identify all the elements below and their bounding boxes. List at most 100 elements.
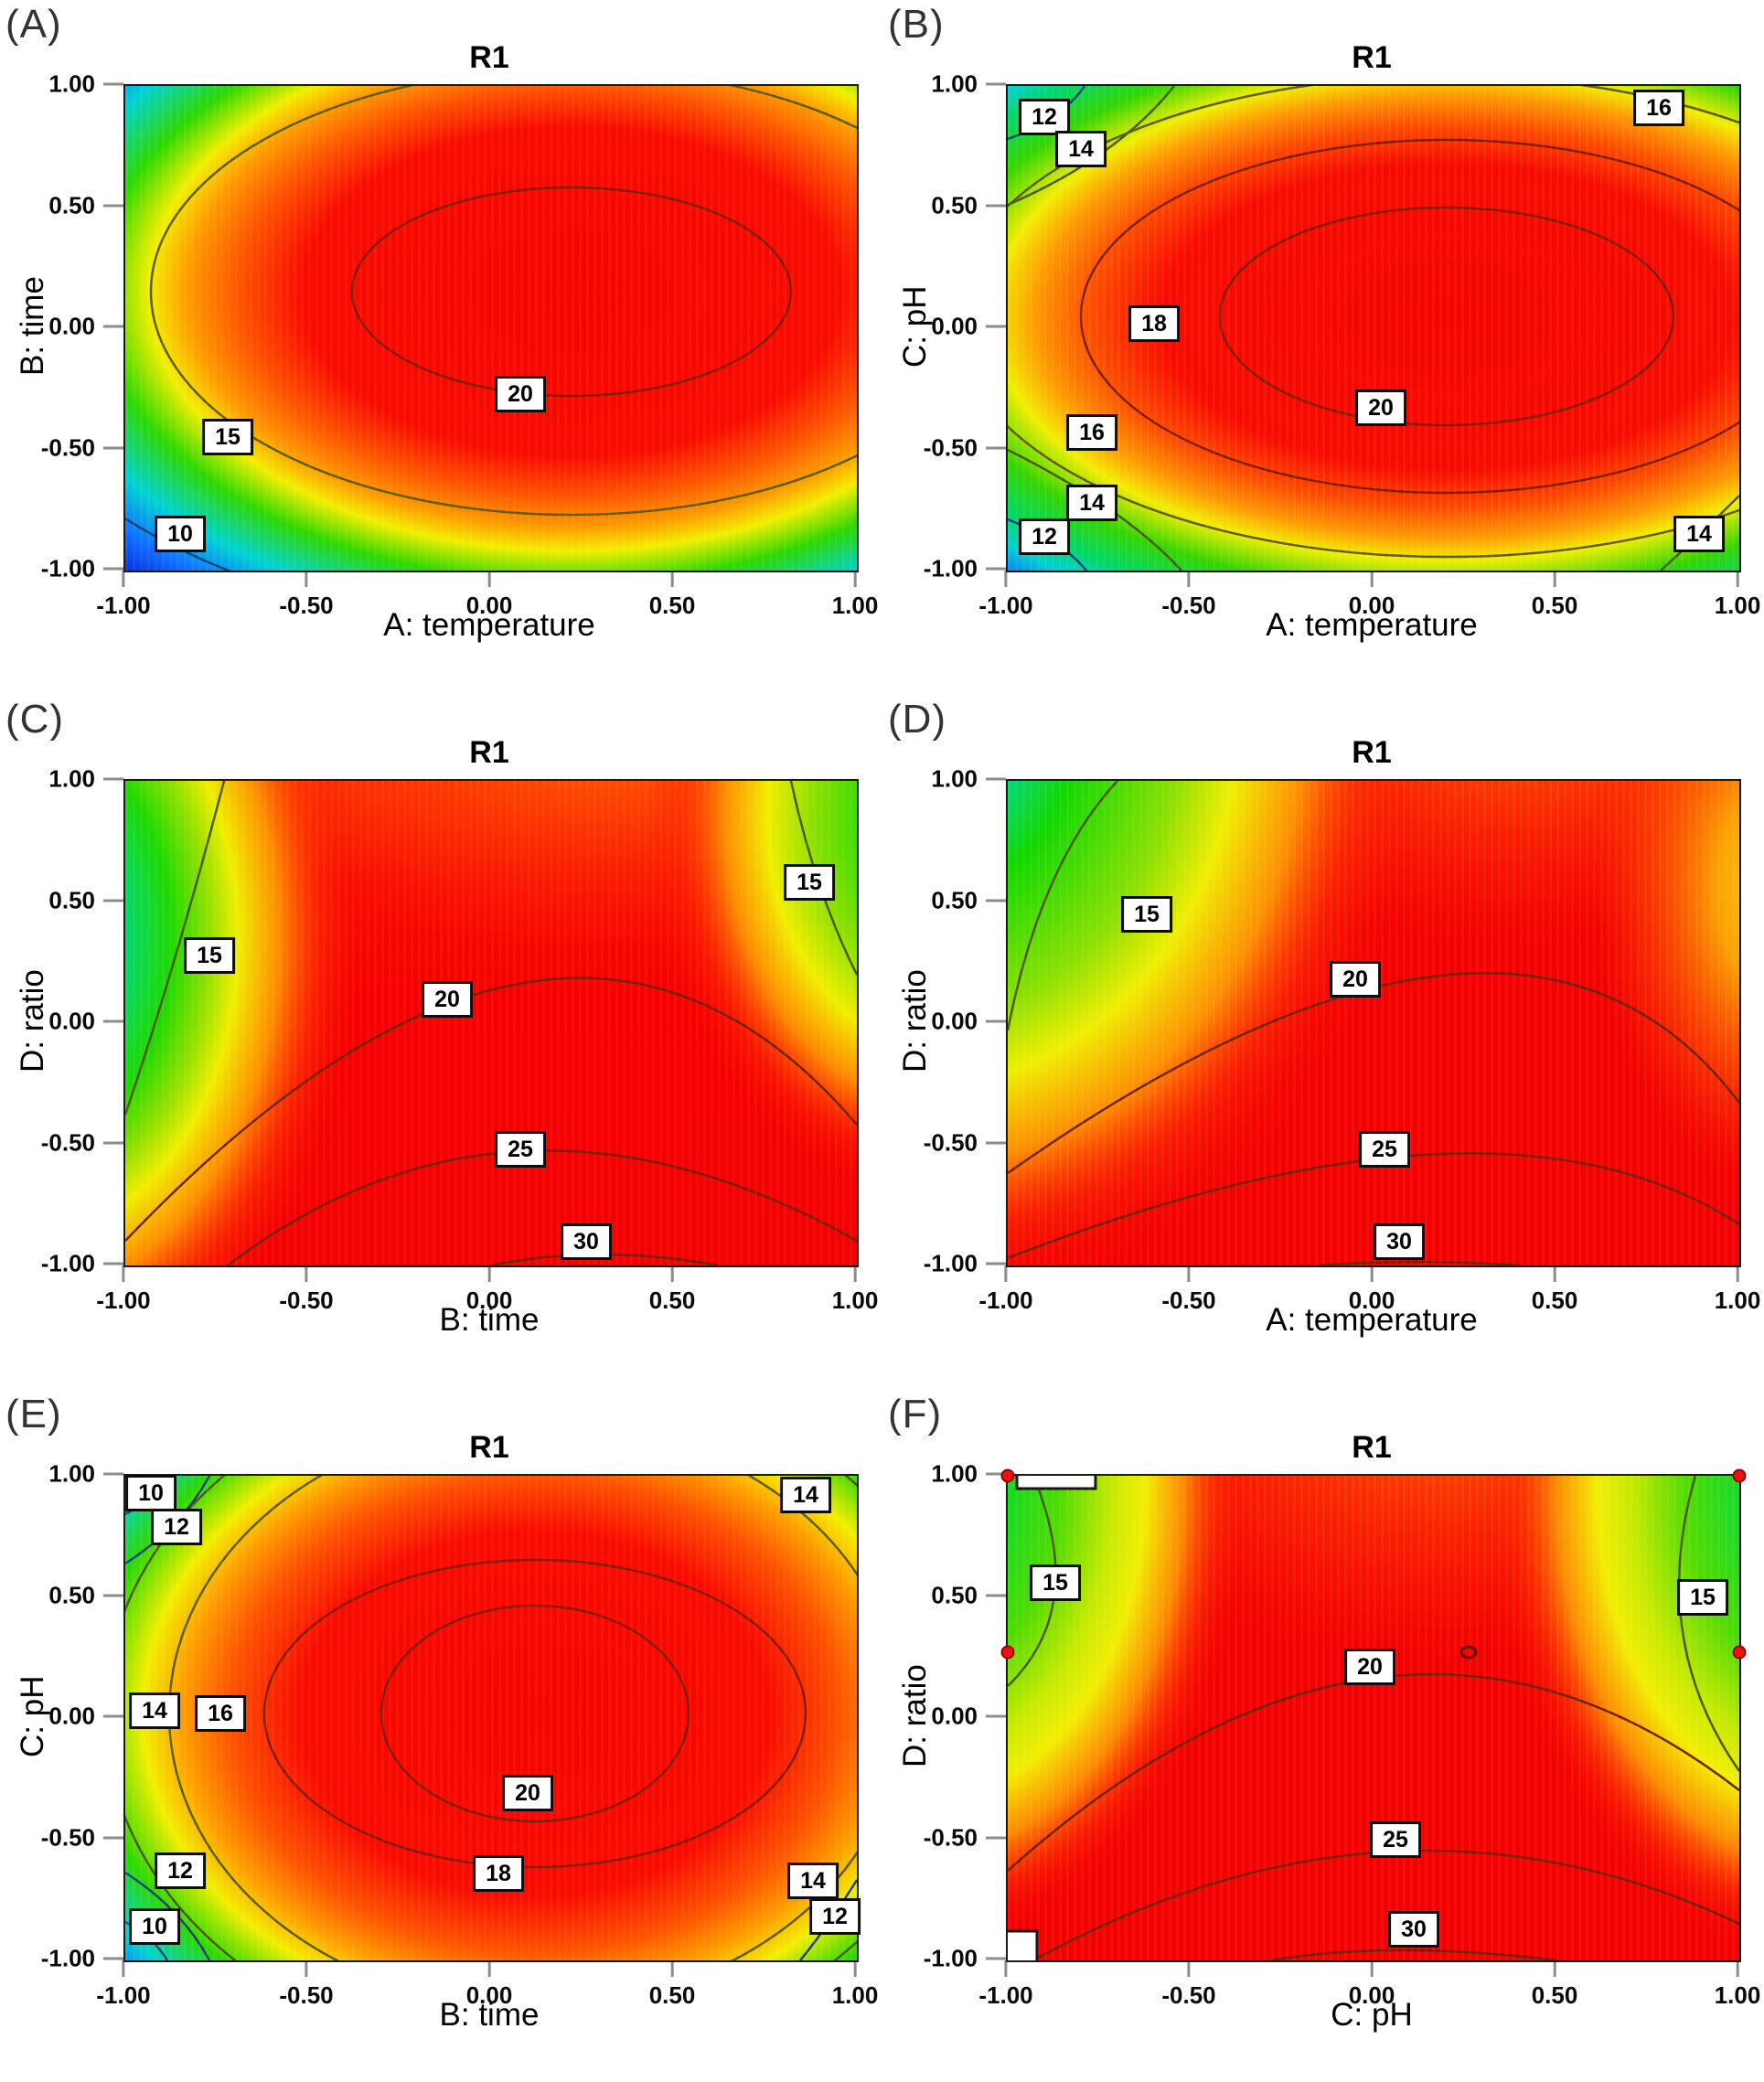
contour-label: 15 — [1121, 895, 1172, 933]
x-tick-label: 0.50 — [648, 1981, 696, 2009]
x-tick-label: -0.50 — [1161, 592, 1216, 619]
y-tick-label: -0.50 — [923, 1823, 978, 1851]
y-tick: 0.00 — [48, 1703, 123, 1731]
contour-label: 14 — [1066, 484, 1117, 521]
x-tick-label: 1.00 — [1714, 592, 1761, 619]
x-tick-label: 0.00 — [465, 592, 513, 619]
y-tick-label: 1.00 — [48, 764, 95, 793]
y-tick-label: 0.00 — [48, 312, 95, 340]
x-tick-label: 0.50 — [1531, 1981, 1578, 2009]
contour-label: 30 — [561, 1223, 612, 1260]
contour-label: 25 — [1359, 1130, 1410, 1168]
y-tick-label: -1.00 — [923, 1249, 978, 1277]
y-axis-ticks: 1.00 0.50 0.00 -0.50 -1.00 — [0, 70, 123, 582]
y-tick: 0.50 — [48, 191, 123, 219]
x-tick: -0.50 — [1161, 1265, 1215, 1315]
y-tick-label: -1.00 — [40, 1249, 95, 1277]
contour-field — [125, 1476, 857, 1960]
panel-letter: (B) — [888, 2, 945, 47]
x-tick-label: 0.50 — [648, 1287, 696, 1314]
x-tick: -0.50 — [279, 571, 333, 620]
x-tick-label: -0.50 — [279, 1287, 334, 1314]
x-tick: 0.50 — [649, 1960, 696, 2010]
x-tick: 1.00 — [1715, 1265, 1761, 1315]
contour-field — [1008, 1476, 1739, 1960]
contour-labels-layer: 12 14 16 18 20 16 14 12 14 — [1008, 86, 1739, 571]
y-tick: -0.50 — [41, 1128, 123, 1157]
y-tick: 0.50 — [931, 191, 1006, 219]
y-tick: 1.00 — [931, 1460, 1006, 1489]
contour-label: 16 — [1633, 89, 1684, 126]
panel-letter: (A) — [5, 2, 62, 47]
y-tick: 1.00 — [931, 70, 1006, 99]
y-tick: -0.50 — [924, 433, 1006, 462]
x-tick: 0.50 — [1532, 571, 1578, 620]
y-tick: 0.00 — [48, 1008, 123, 1036]
y-tick-label: -1.00 — [40, 1944, 95, 1972]
contour-label: 20 — [1344, 1649, 1395, 1686]
contour-plot-area: 10 12 14 14 16 20 18 12 10 14 12 — [123, 1474, 861, 1962]
panel-a: (A) R1 B: time A: temperature 1.00 0.50 0.… — [0, 0, 882, 694]
x-tick: -1.00 — [978, 571, 1032, 620]
y-tick: -0.50 — [41, 433, 123, 462]
x-tick-label: 1.00 — [1714, 1981, 1761, 2009]
x-axis-ticks: -1.00 -0.50 0.00 0.50 1.00 — [96, 1265, 878, 1329]
y-tick: 0.00 — [931, 1008, 1006, 1036]
y-tick: -0.50 — [924, 1823, 1006, 1852]
y-tick: 1.00 — [48, 70, 123, 99]
y-axis-ticks: 1.00 0.50 0.00 -0.50 -1.00 — [0, 1460, 123, 1972]
panel-d: (D) R1 D: ratio A: temperature 1.00 0.50 0… — [882, 695, 1764, 1389]
y-tick-label: 0.00 — [931, 1007, 978, 1035]
y-tick-label: 0.50 — [931, 886, 978, 913]
contour-label: 14 — [1673, 516, 1725, 553]
y-tick-label: -0.50 — [40, 433, 95, 461]
contour-label: 18 — [1128, 304, 1180, 342]
contour-label: 30 — [1374, 1223, 1425, 1260]
contour-label: 18 — [473, 1854, 524, 1892]
x-tick-label: -1.00 — [978, 1287, 1033, 1314]
x-tick-label: 0.00 — [465, 1287, 513, 1314]
y-tick-label: 1.00 — [931, 764, 978, 793]
design-point — [1732, 1468, 1747, 1483]
x-tick: -0.50 — [1161, 1960, 1215, 2010]
contour-plot-area: 15 15 20 25 30 — [123, 779, 859, 1267]
contour-label: 12 — [1019, 518, 1070, 555]
contour-label: 12 — [151, 1508, 202, 1545]
x-tick-label: 1.00 — [831, 1981, 879, 2009]
x-tick-label: -0.50 — [279, 592, 334, 619]
contour-labels-layer: 15 20 25 30 — [1008, 781, 1739, 1265]
y-axis-ticks: 1.00 0.50 0.00 -0.50 -1.00 — [0, 765, 123, 1277]
y-tick: 0.50 — [48, 1581, 123, 1609]
y-tick: -1.00 — [924, 1250, 1006, 1278]
panel-letter: (F) — [888, 1392, 943, 1436]
x-tick-label: -1.00 — [96, 1287, 151, 1314]
y-tick: 1.00 — [931, 765, 1006, 794]
contour-labels-layer: 20 15 10 — [125, 86, 857, 571]
x-tick: 1.00 — [1715, 571, 1761, 620]
y-tick: -1.00 — [41, 1945, 123, 1973]
y-tick-label: 1.00 — [48, 1459, 95, 1488]
x-tick-label: 0.50 — [1531, 592, 1578, 619]
panel-letter: (C) — [5, 697, 65, 742]
contour-label: 15 — [784, 864, 835, 902]
x-tick: 1.00 — [1715, 1960, 1761, 2010]
panel-b: (B) R1 C: pH A: temperature 1.00 0.50 0.00… — [882, 0, 1764, 694]
plot-title: R1 — [469, 735, 509, 770]
x-tick: 1.00 — [832, 1960, 879, 2010]
contour-label: 20 — [502, 1775, 553, 1812]
plot-title: R1 — [469, 1430, 509, 1465]
y-tick: -1.00 — [924, 555, 1006, 583]
y-tick: 0.50 — [931, 886, 1006, 914]
y-axis-ticks: 1.00 0.50 0.00 -0.50 -1.00 — [882, 70, 1006, 582]
y-tick: 0.50 — [931, 1581, 1006, 1609]
y-tick-label: -0.50 — [40, 1823, 95, 1851]
y-tick-label: -1.00 — [40, 554, 95, 582]
contour-label: 10 — [129, 1907, 180, 1945]
y-tick-label: 0.00 — [931, 312, 978, 340]
x-tick: 0.50 — [1532, 1960, 1578, 2010]
contour-plot-area: 15 15 20 25 30 — [1000, 1468, 1747, 1962]
contour-label: 12 — [809, 1898, 861, 1936]
plot-title: R1 — [1352, 40, 1392, 75]
x-tick-label: 1.00 — [831, 1287, 879, 1314]
